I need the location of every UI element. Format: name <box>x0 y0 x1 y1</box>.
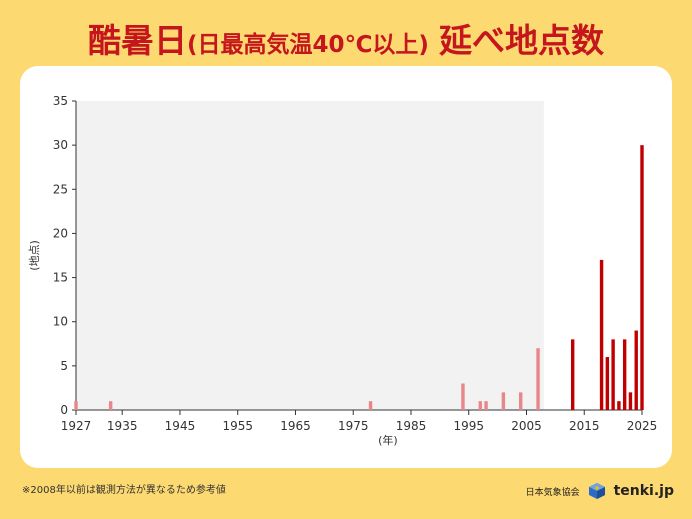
bar <box>570 339 575 410</box>
y-tick-label: 0 <box>60 403 68 417</box>
x-tick-label: 1927 <box>61 419 92 433</box>
bar-reference <box>536 348 540 410</box>
bar <box>622 339 627 410</box>
title-main: 酷暑日 <box>88 21 188 60</box>
tenki-logo-icon <box>588 482 606 500</box>
x-tick-label: 2015 <box>569 419 600 433</box>
bar <box>628 392 633 410</box>
x-tick-label: 1985 <box>396 419 427 433</box>
x-tick-label: 1935 <box>107 419 138 433</box>
x-tick-label: 1965 <box>280 419 311 433</box>
x-tick-label: 2025 <box>627 419 658 433</box>
y-tick-label: 5 <box>60 359 68 373</box>
x-tick-label: 1995 <box>453 419 484 433</box>
x-tick-label: 1955 <box>222 419 253 433</box>
x-tick-label: 2005 <box>511 419 542 433</box>
x-tick-label: 1945 <box>165 419 196 433</box>
bar-reference <box>368 401 373 410</box>
title-tail: 延べ地点数 <box>438 21 604 60</box>
page-title: 酷暑日(日最高気温40℃以上) 延べ地点数 <box>0 14 692 62</box>
y-axis-label: (地点) <box>28 240 41 271</box>
bar-reference <box>478 401 482 410</box>
title-sub: (日最高気温40℃以上) <box>187 32 429 58</box>
bar-reference <box>108 401 113 410</box>
credit-org: 日本気象協会 <box>525 487 580 498</box>
reference-period-shade <box>76 101 544 410</box>
footnote: ※2008年以前は観測方法が異なるため参考値 <box>22 485 226 496</box>
y-tick-label: 35 <box>53 94 68 108</box>
credit: 日本気象協会 tenki.jp <box>526 482 674 500</box>
bar-reference <box>501 392 506 410</box>
bar-reference <box>484 401 488 410</box>
bar-reference <box>519 392 523 410</box>
y-tick-label: 30 <box>53 138 68 152</box>
x-tick-label: 1975 <box>338 419 369 433</box>
credit-brand: tenki.jp <box>613 483 674 499</box>
y-tick-label: 15 <box>53 271 68 285</box>
y-tick-label: 20 <box>53 226 68 240</box>
bar <box>617 401 621 410</box>
bar-reference <box>74 401 78 410</box>
bar <box>599 259 604 410</box>
bar <box>640 145 644 410</box>
bar-reference <box>461 383 465 410</box>
y-tick-label: 10 <box>53 315 68 329</box>
bar <box>611 339 615 410</box>
y-tick-label: 25 <box>53 182 68 196</box>
x-axis-label: (年) <box>378 433 398 447</box>
bar <box>634 330 638 410</box>
bar <box>605 357 610 410</box>
